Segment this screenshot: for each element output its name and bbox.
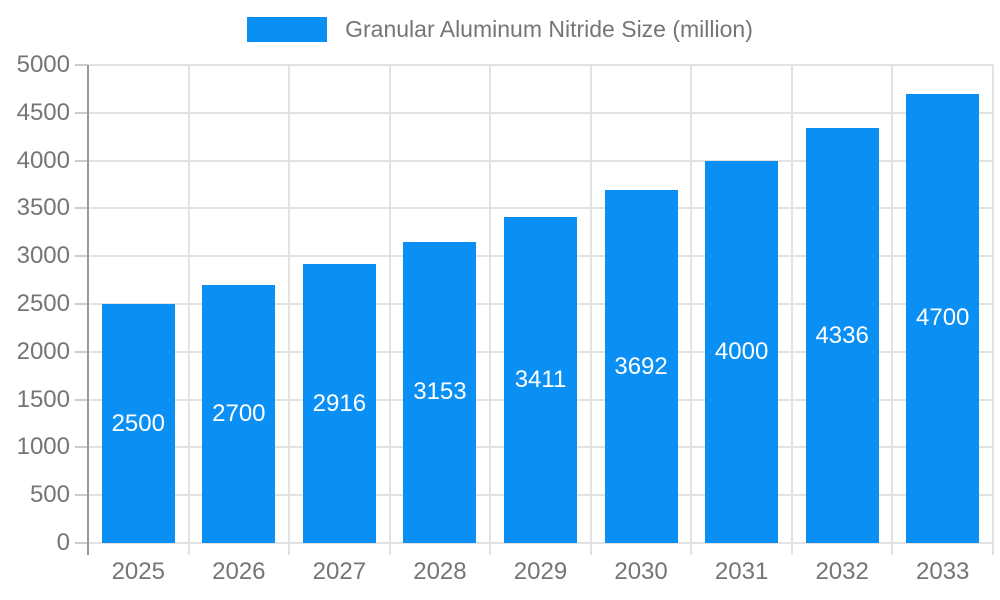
legend-label: Granular Aluminum Nitride Size (million) — [345, 15, 753, 42]
y-tick-label: 2000 — [16, 337, 70, 365]
bar-value-label: 2500 — [111, 409, 165, 437]
x-gridline — [388, 65, 391, 555]
y-gridline — [88, 542, 993, 544]
y-gridline — [88, 111, 993, 114]
x-gridline — [790, 65, 793, 555]
x-tick-label: 2032 — [815, 558, 869, 585]
bar-value-label: 4000 — [714, 337, 769, 365]
y-tick-label: 2500 — [16, 290, 70, 317]
x-tick-label: 2025 — [111, 558, 165, 585]
y-tick-label: 0 — [56, 529, 70, 556]
bar[interactable]: 3411 — [504, 216, 577, 543]
y-tick-label: 5000 — [16, 51, 70, 78]
y-tick-label: 500 — [29, 481, 70, 509]
y-axis-tick — [75, 494, 88, 497]
y-gridline — [88, 207, 993, 210]
y-tick-label: 1500 — [16, 385, 70, 413]
y-axis-tick — [75, 398, 88, 401]
y-axis-tick — [75, 64, 88, 66]
bar-value-label: 3411 — [514, 365, 567, 393]
x-gridline — [187, 65, 190, 555]
y-axis-tick — [75, 542, 88, 544]
y-tick-label: 3500 — [16, 194, 70, 222]
y-axis-line — [87, 65, 89, 555]
legend-swatch — [247, 16, 328, 42]
x-gridline — [589, 65, 592, 555]
legend-item[interactable]: Granular Aluminum Nitride Size (million) — [0, 12, 1000, 46]
x-gridline — [992, 65, 994, 555]
x-gridline — [489, 65, 492, 555]
x-tick-label: 2027 — [312, 558, 367, 585]
bar-value-label: 4336 — [815, 321, 869, 349]
bar[interactable]: 3692 — [604, 190, 678, 543]
bar-value-label: 2700 — [212, 399, 266, 427]
bar-value-label: 3692 — [614, 352, 668, 380]
bar[interactable]: 2700 — [202, 284, 276, 543]
x-tick-label: 2030 — [614, 558, 668, 585]
bar-value-label: 3153 — [413, 378, 467, 406]
y-axis-tick — [75, 303, 88, 305]
x-gridline — [891, 65, 894, 555]
x-gridline — [690, 65, 693, 555]
x-tick-label: 2033 — [916, 558, 970, 585]
bar[interactable]: 2916 — [302, 264, 376, 543]
y-axis-tick — [75, 350, 88, 353]
bar[interactable]: 4000 — [705, 160, 779, 543]
bar-value-label: 4700 — [916, 304, 970, 332]
y-axis-tick — [75, 446, 88, 449]
bar[interactable]: 3153 — [403, 241, 477, 543]
x-tick-label: 2031 — [714, 558, 769, 585]
bar-value-label: 2916 — [312, 389, 367, 417]
x-gridline — [288, 65, 291, 555]
x-tick-label: 2026 — [212, 558, 266, 585]
y-axis-tick — [75, 159, 88, 162]
y-gridline — [88, 159, 993, 162]
y-axis-tick — [75, 111, 88, 114]
x-tick-label: 2029 — [513, 558, 568, 585]
x-tick-label: 2028 — [413, 558, 467, 585]
bar[interactable]: 4700 — [906, 93, 980, 543]
bar[interactable]: 2500 — [101, 304, 175, 543]
y-axis-tick — [75, 207, 88, 210]
bar[interactable]: 4336 — [805, 128, 879, 543]
y-gridline — [88, 64, 993, 66]
y-tick-label: 4500 — [16, 98, 70, 126]
y-tick-label: 4000 — [16, 146, 70, 174]
y-axis-tick — [75, 255, 88, 258]
y-tick-label: 1000 — [16, 433, 70, 461]
y-tick-label: 3000 — [16, 242, 70, 270]
